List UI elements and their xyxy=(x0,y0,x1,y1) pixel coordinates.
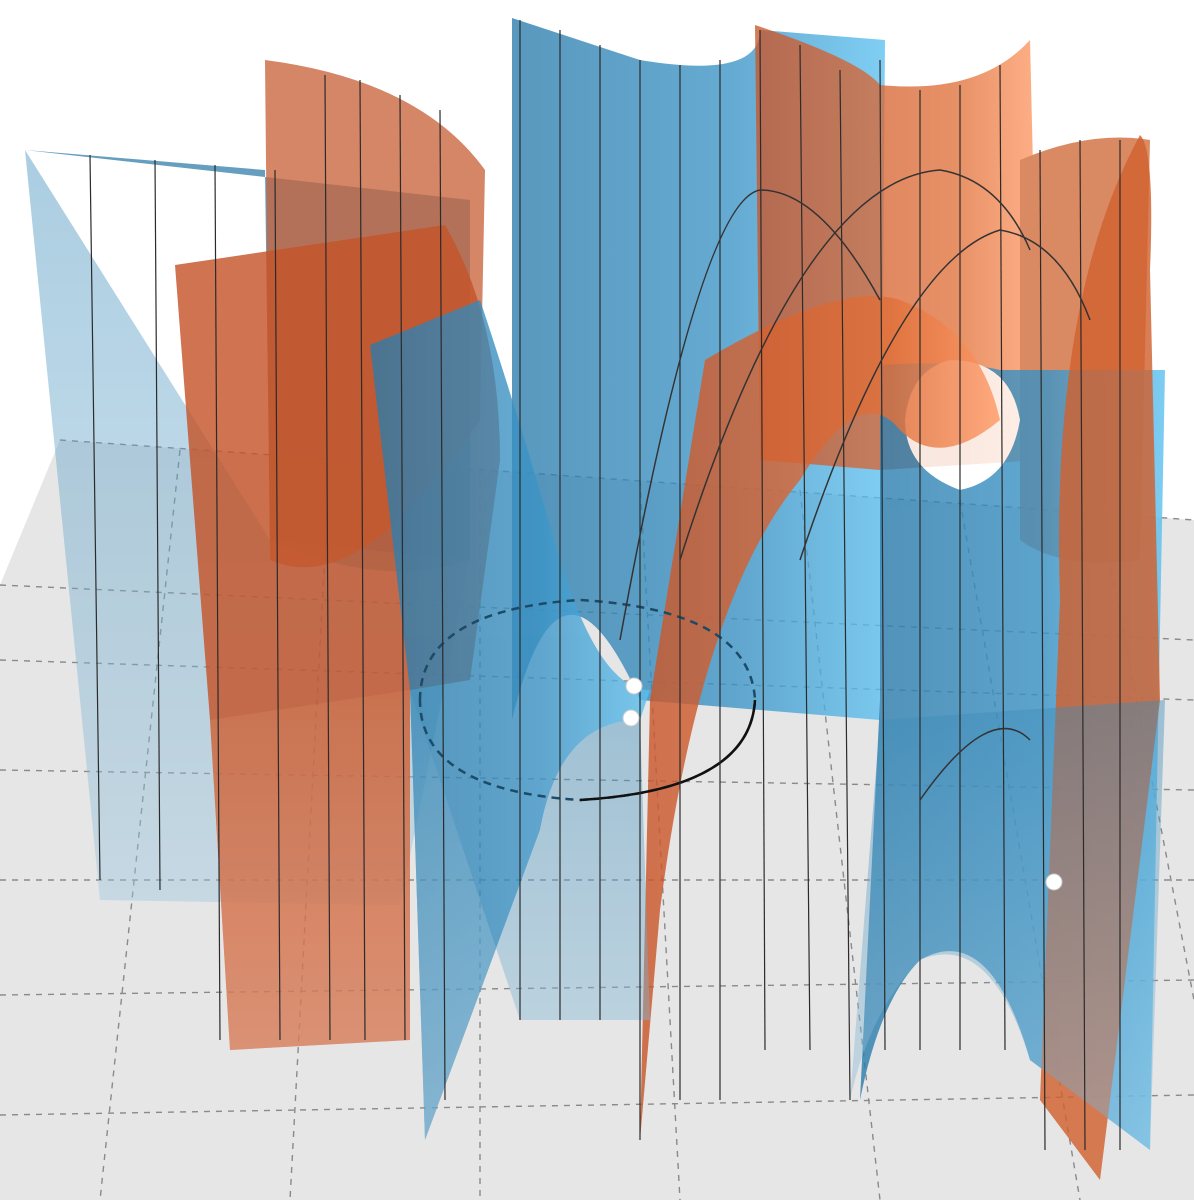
orange-surface-front xyxy=(175,135,1160,1180)
marker-point xyxy=(622,709,640,727)
floor-circle xyxy=(418,598,757,802)
blue-surface-front xyxy=(370,300,1165,1150)
marker-point xyxy=(1045,873,1063,891)
marker-points xyxy=(622,677,1063,891)
curve-ridges xyxy=(619,169,1091,801)
marker-point xyxy=(625,677,643,695)
ruling-lines xyxy=(89,20,1121,1151)
